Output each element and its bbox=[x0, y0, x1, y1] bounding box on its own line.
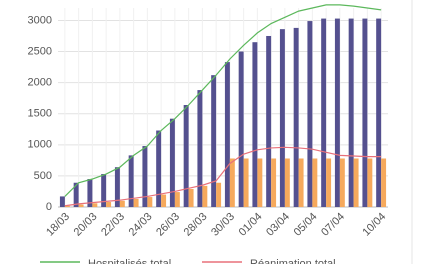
y-tick-label: 1000 bbox=[28, 139, 52, 151]
bar bbox=[78, 204, 84, 207]
y-tick-label: 2500 bbox=[28, 45, 52, 57]
bar bbox=[188, 188, 194, 207]
bar bbox=[87, 179, 93, 207]
bar bbox=[334, 18, 340, 208]
bar bbox=[367, 158, 373, 207]
x-tick-label: 20/03 bbox=[72, 211, 100, 239]
bar bbox=[114, 167, 120, 207]
bar bbox=[101, 174, 107, 207]
bar bbox=[307, 21, 313, 208]
bar bbox=[161, 194, 167, 207]
bar bbox=[238, 51, 244, 207]
bar bbox=[284, 158, 290, 207]
x-tick-label: 28/03 bbox=[182, 211, 210, 239]
bar bbox=[119, 200, 125, 207]
bar bbox=[293, 27, 299, 208]
bar bbox=[73, 182, 79, 207]
bar bbox=[243, 158, 249, 207]
bar bbox=[106, 202, 112, 207]
bar bbox=[64, 205, 70, 207]
bar bbox=[362, 18, 368, 208]
bar bbox=[147, 197, 153, 207]
bar bbox=[224, 62, 230, 208]
y-tick-label: 1500 bbox=[28, 108, 52, 120]
bar bbox=[202, 185, 208, 207]
bar bbox=[216, 182, 222, 207]
bar bbox=[321, 18, 327, 208]
bar bbox=[266, 35, 272, 207]
bar bbox=[174, 192, 180, 207]
line bbox=[64, 4, 382, 197]
bar bbox=[252, 42, 258, 207]
y-tick-label: 500 bbox=[34, 170, 52, 182]
bar bbox=[183, 105, 189, 207]
y-tick-label: 0 bbox=[46, 201, 52, 213]
y-tick-label: 2000 bbox=[28, 77, 52, 89]
bar bbox=[381, 158, 387, 207]
bar bbox=[156, 130, 162, 207]
legend-label: Hospitalisés total bbox=[88, 258, 171, 264]
bar bbox=[142, 146, 148, 207]
bar bbox=[353, 158, 359, 207]
bar bbox=[326, 158, 332, 207]
bar bbox=[257, 158, 263, 207]
x-tick-label: 26/03 bbox=[154, 211, 182, 239]
line bbox=[64, 146, 382, 207]
x-tick-label: 01/04 bbox=[237, 211, 265, 239]
bar bbox=[169, 118, 175, 207]
bar bbox=[92, 203, 98, 207]
x-tick-label: 22/03 bbox=[99, 211, 127, 239]
bar bbox=[211, 75, 217, 207]
x-tick-label: 10/04 bbox=[360, 211, 388, 239]
y-tick-label: 3000 bbox=[28, 14, 52, 26]
legend-label: Réanimation total bbox=[250, 258, 336, 264]
bar bbox=[312, 158, 318, 207]
bar bbox=[339, 158, 345, 207]
x-tick-label: 07/04 bbox=[319, 211, 347, 239]
bar bbox=[229, 158, 235, 207]
bar bbox=[298, 158, 304, 207]
bar bbox=[376, 18, 382, 208]
bar bbox=[271, 158, 277, 207]
bar bbox=[197, 90, 203, 207]
x-tick-label: 30/03 bbox=[209, 211, 237, 239]
bar bbox=[279, 29, 285, 207]
x-tick-label: 18/03 bbox=[44, 211, 72, 239]
x-tick-label: 03/04 bbox=[264, 211, 292, 239]
x-tick-label: 24/03 bbox=[127, 211, 155, 239]
bar bbox=[59, 196, 65, 207]
bar bbox=[348, 18, 354, 208]
bar bbox=[128, 155, 134, 207]
x-tick-label: 05/04 bbox=[292, 211, 320, 239]
bar bbox=[133, 198, 139, 207]
